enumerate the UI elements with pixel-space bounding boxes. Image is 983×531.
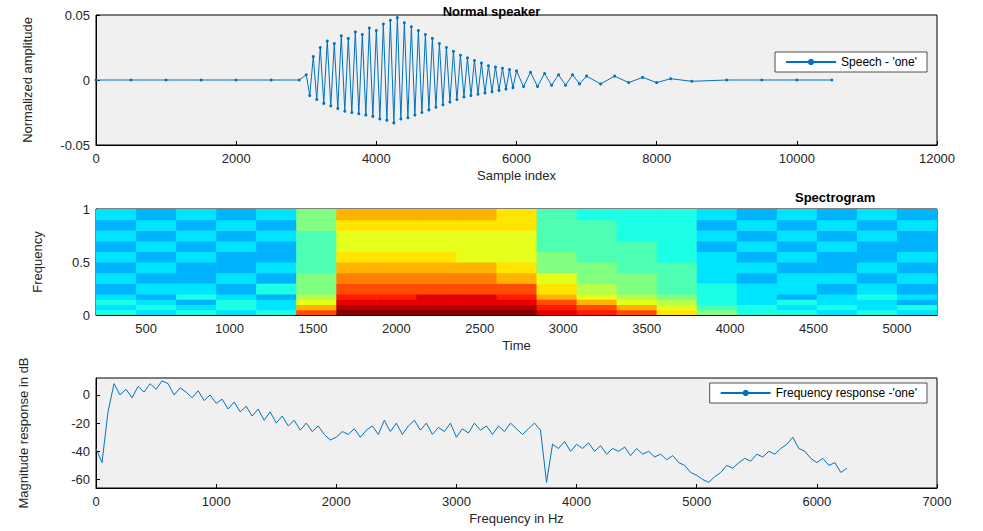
svg-text:6000: 6000: [802, 494, 831, 509]
svg-text:4000: 4000: [716, 321, 745, 336]
svg-text:10000: 10000: [779, 151, 815, 166]
svg-text:-40: -40: [71, 444, 90, 459]
svg-text:-60: -60: [71, 472, 90, 487]
svg-text:Magnitude response in dB: Magnitude response in dB: [16, 357, 31, 508]
svg-text:0: 0: [83, 387, 90, 402]
svg-text:Frequency in Hz: Frequency in Hz: [469, 511, 564, 526]
svg-text:2500: 2500: [465, 321, 494, 336]
svg-text:7000: 7000: [923, 494, 952, 509]
svg-text:0: 0: [92, 151, 99, 166]
svg-text:2000: 2000: [222, 151, 251, 166]
svg-text:2000: 2000: [322, 494, 351, 509]
svg-text:Time: Time: [502, 338, 530, 353]
svg-text:Sample index: Sample index: [477, 168, 556, 183]
svg-text:0: 0: [83, 308, 90, 323]
svg-text:12000: 12000: [919, 151, 955, 166]
svg-text:Normalized amplitude: Normalized amplitude: [20, 17, 35, 143]
svg-text:3000: 3000: [442, 494, 471, 509]
svg-text:4000: 4000: [362, 151, 391, 166]
svg-text:6000: 6000: [502, 151, 531, 166]
svg-text:Normal speaker: Normal speaker: [443, 4, 541, 19]
svg-text:Frequency: Frequency: [30, 231, 45, 293]
svg-text:1500: 1500: [298, 321, 327, 336]
svg-text:8000: 8000: [642, 151, 671, 166]
svg-text:0.5: 0.5: [72, 255, 90, 270]
svg-text:3000: 3000: [549, 321, 578, 336]
svg-text:5000: 5000: [682, 494, 711, 509]
svg-text:3500: 3500: [632, 321, 661, 336]
svg-text:-0.05: -0.05: [60, 138, 90, 153]
svg-text:Spectrogram: Spectrogram: [795, 190, 875, 205]
svg-text:-20: -20: [71, 416, 90, 431]
svg-text:0: 0: [92, 494, 99, 509]
svg-text:5000: 5000: [882, 321, 911, 336]
svg-text:Speech - 'one': Speech - 'one': [841, 55, 917, 69]
svg-text:1000: 1000: [215, 321, 244, 336]
svg-text:4500: 4500: [799, 321, 828, 336]
svg-text:4000: 4000: [562, 494, 591, 509]
svg-text:Frequency response -'one': Frequency response -'one': [776, 386, 917, 400]
svg-text:0: 0: [83, 73, 90, 88]
svg-text:1: 1: [83, 202, 90, 217]
svg-text:1000: 1000: [202, 494, 231, 509]
svg-text:0.05: 0.05: [65, 8, 90, 23]
svg-text:500: 500: [135, 321, 157, 336]
svg-text:2000: 2000: [382, 321, 411, 336]
